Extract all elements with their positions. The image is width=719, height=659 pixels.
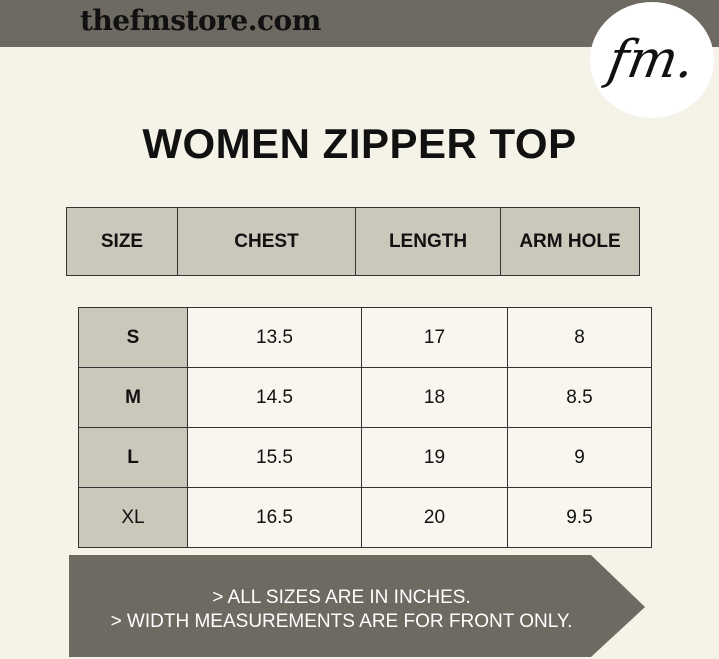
note-inches: > ALL SIZES ARE IN INCHES. bbox=[212, 587, 471, 608]
page-title: WOMEN ZIPPER TOP bbox=[142, 120, 577, 167]
chest-cell: 16.5 bbox=[187, 487, 362, 548]
arm-hole-cell: 8.5 bbox=[507, 367, 652, 428]
table-row: M 14.5 18 8.5 bbox=[78, 367, 652, 428]
arm-hole-cell: 9.5 bbox=[507, 487, 652, 548]
size-chart-header: SIZE CHEST LENGTH ARM HOLE bbox=[66, 207, 640, 276]
note-width-front: > WIDTH MEASUREMENTS ARE FOR FRONT ONLY. bbox=[110, 611, 573, 632]
brand-logo: fm. bbox=[590, 2, 714, 118]
site-name: thefmstore.com bbox=[80, 4, 321, 37]
size-cell: M bbox=[78, 367, 188, 428]
arm-hole-cell: 9 bbox=[507, 427, 652, 488]
length-cell: 19 bbox=[361, 427, 508, 488]
table-row: L 15.5 19 9 bbox=[78, 427, 652, 488]
column-header-chest: CHEST bbox=[177, 207, 356, 276]
notes-arrow-banner bbox=[69, 555, 645, 657]
logo-text: fm. bbox=[604, 30, 700, 90]
column-header-length: LENGTH bbox=[355, 207, 501, 276]
table-row: XL 16.5 20 9.5 bbox=[78, 487, 652, 548]
length-cell: 18 bbox=[361, 367, 508, 428]
size-cell: S bbox=[78, 307, 188, 368]
arm-hole-cell: 8 bbox=[507, 307, 652, 368]
size-chart-table: S 13.5 17 8 M 14.5 18 8.5 L 15.5 19 9 XL… bbox=[78, 307, 652, 548]
table-row: S 13.5 17 8 bbox=[78, 307, 652, 368]
length-cell: 17 bbox=[361, 307, 508, 368]
length-cell: 20 bbox=[361, 487, 508, 548]
size-cell: XL bbox=[78, 487, 188, 548]
size-cell: L bbox=[78, 427, 188, 488]
column-header-size: SIZE bbox=[66, 207, 178, 276]
chest-cell: 14.5 bbox=[187, 367, 362, 428]
column-header-arm-hole: ARM HOLE bbox=[500, 207, 640, 276]
chest-cell: 13.5 bbox=[187, 307, 362, 368]
chest-cell: 15.5 bbox=[187, 427, 362, 488]
